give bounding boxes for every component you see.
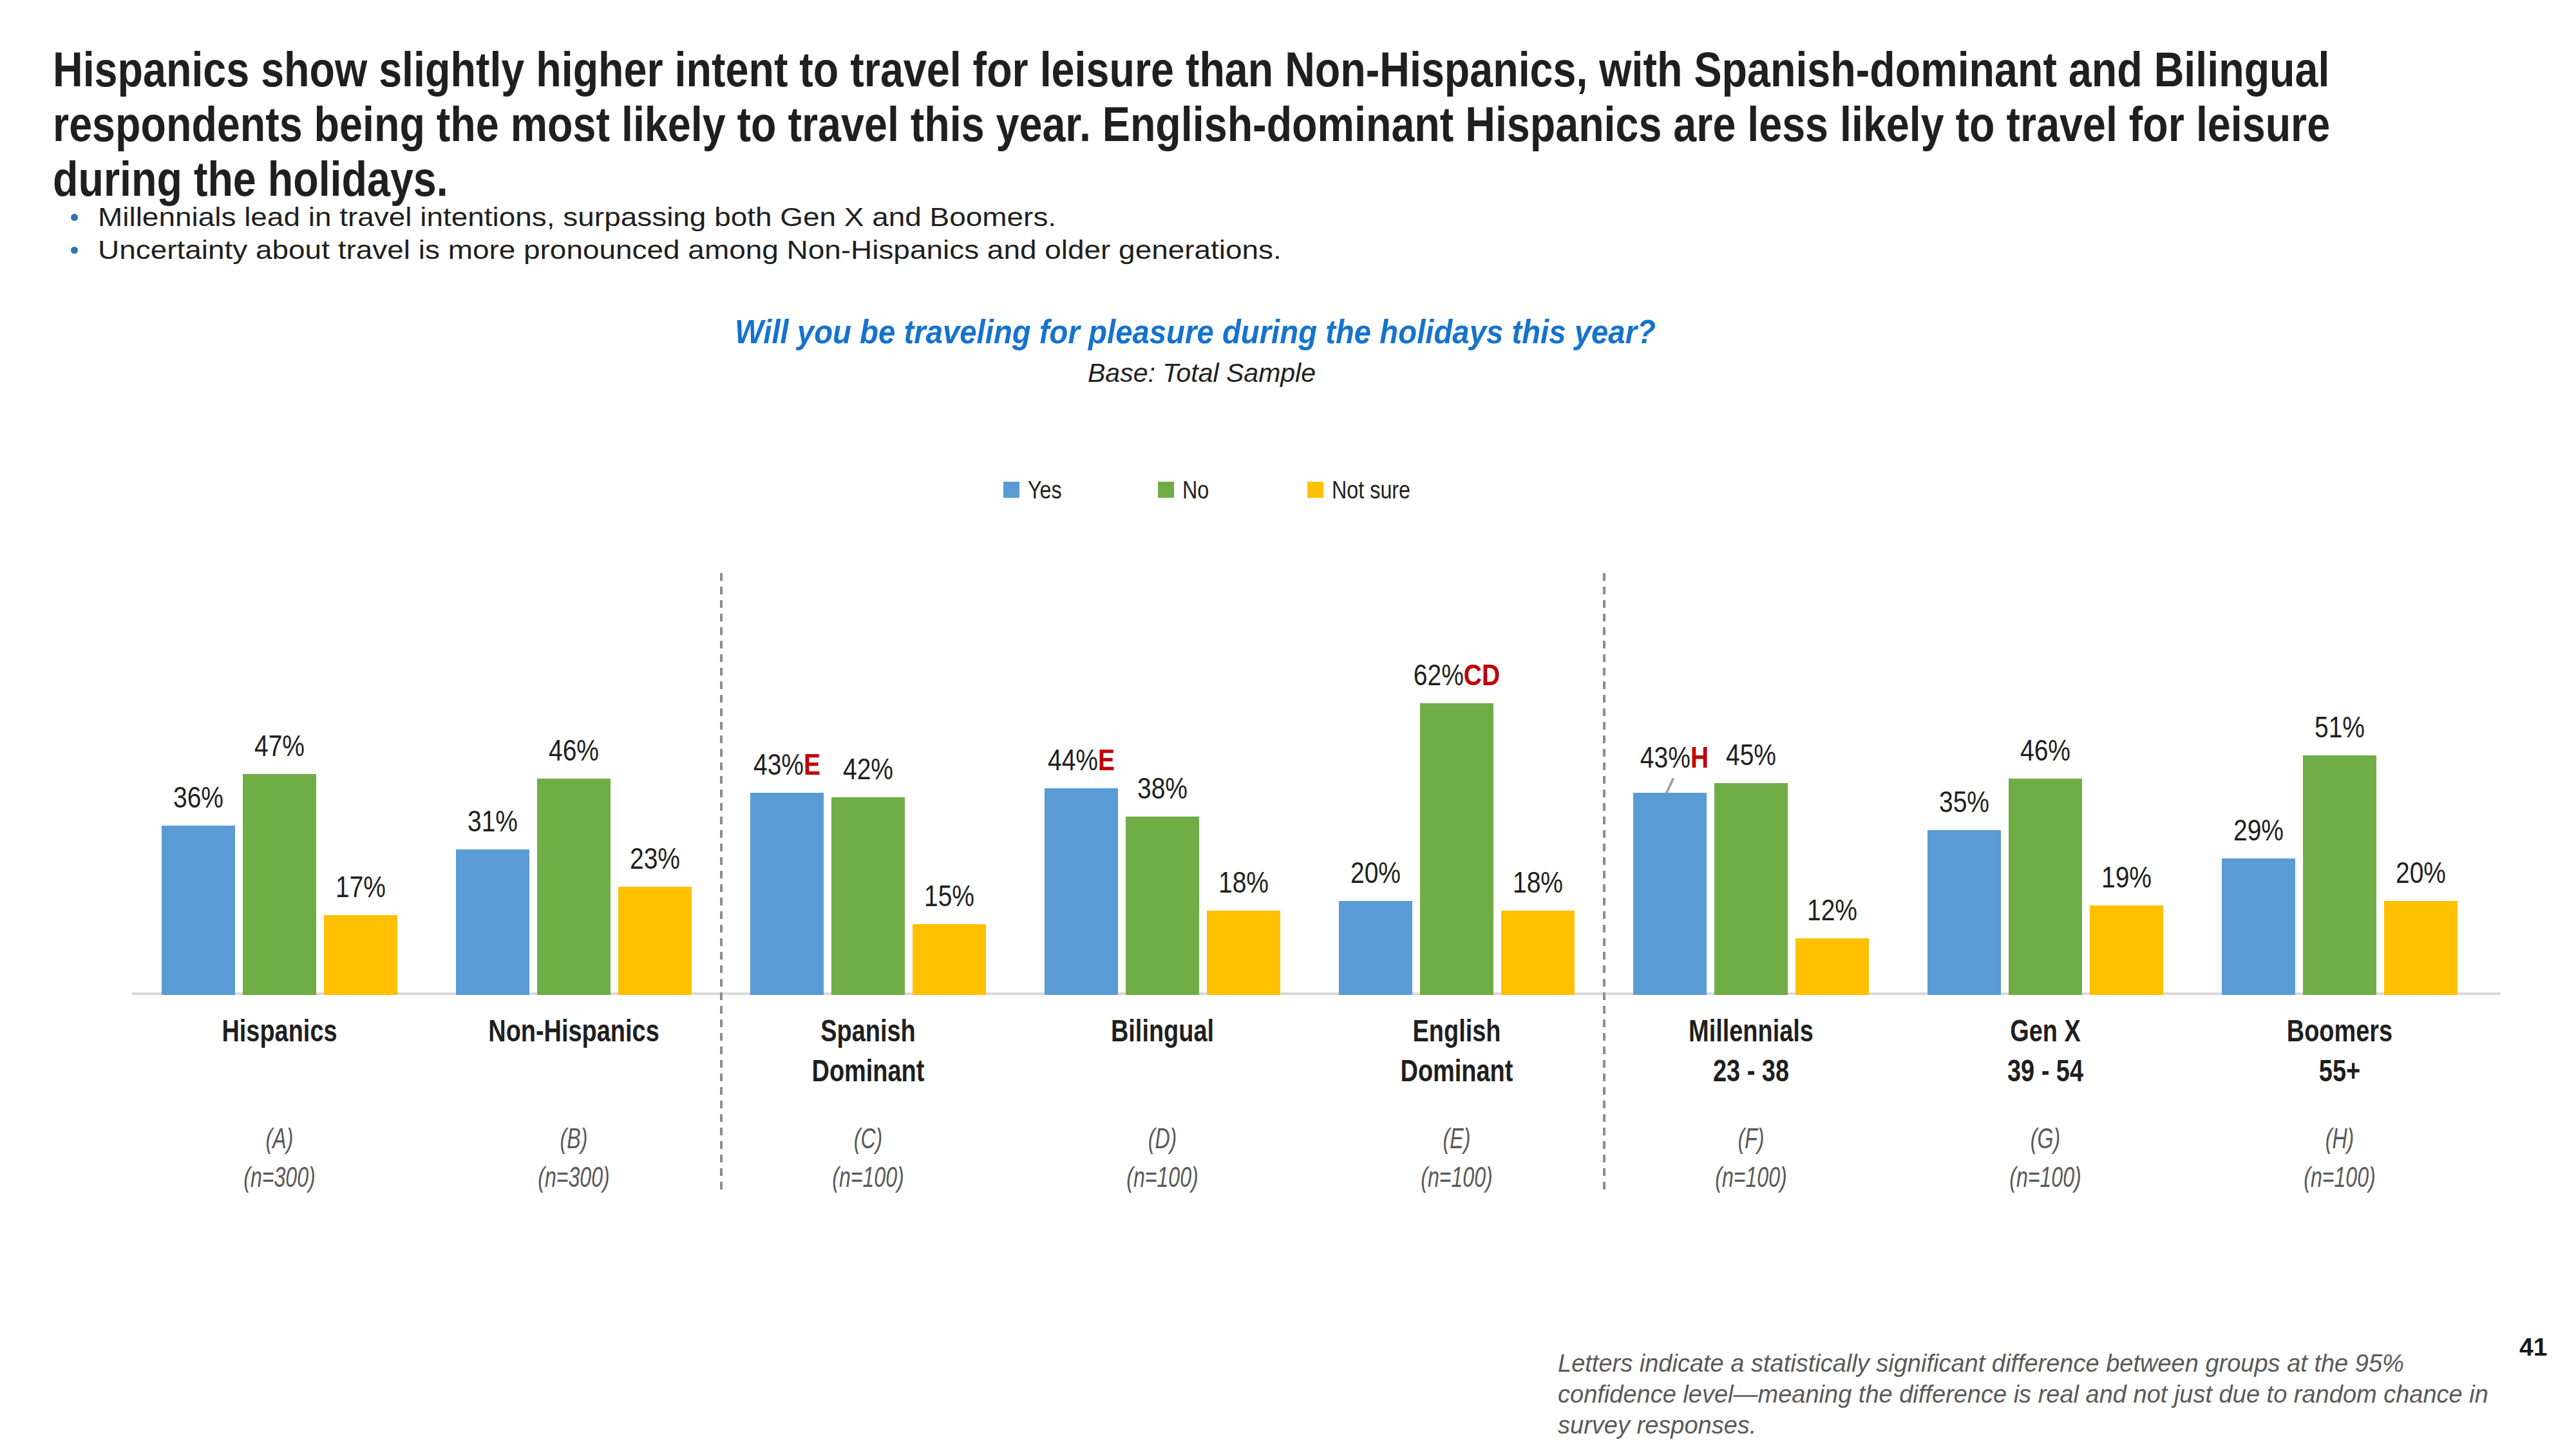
category-label: Bilingual xyxy=(1045,1014,1279,1048)
category-label: Non-Hispanics xyxy=(457,1014,690,1048)
bar-value-label: 46% xyxy=(1965,734,2126,767)
slide: Hispanics show slightly higher intent to… xyxy=(0,0,2576,1449)
bar-yes xyxy=(750,793,824,995)
group-letter: (A) xyxy=(171,1123,388,1154)
bar-value-label: 38% xyxy=(1083,772,1243,805)
bar-value-label: 62%CD xyxy=(1377,658,1537,692)
bar-no xyxy=(1126,817,1199,995)
bar-value-label: 47% xyxy=(200,729,360,762)
footnote: Letters indicate a statistically signifi… xyxy=(1558,1348,2488,1441)
bar-not-sure xyxy=(618,887,692,995)
group-sample-size: (n=100) xyxy=(1643,1162,1859,1193)
category-label: Spanish xyxy=(751,1014,985,1048)
bar-value-label: 42% xyxy=(788,752,949,786)
legend-swatch-icon xyxy=(1003,482,1019,498)
bar-value-label: 19% xyxy=(2047,860,2207,894)
legend-swatch-icon xyxy=(1307,482,1323,498)
bar-value-label: 51% xyxy=(2260,710,2420,744)
category-label: Dominant xyxy=(1340,1054,1573,1088)
label-leader-line xyxy=(1665,777,1674,793)
bullet-text: Uncertainty about travel is more pronoun… xyxy=(98,235,1282,265)
group-letter: (C) xyxy=(760,1123,976,1154)
category-label: Hispanics xyxy=(162,1014,396,1048)
category-label: 23 - 38 xyxy=(1634,1054,1868,1088)
bar-no xyxy=(537,779,611,995)
group-sample-size: (n=300) xyxy=(171,1162,388,1193)
legend-item-no: No xyxy=(1158,476,1214,504)
legend-swatch-icon xyxy=(1158,482,1174,498)
bar-not-sure xyxy=(2090,905,2163,995)
bar-not-sure xyxy=(913,924,986,995)
page-title: Hispanics show slightly higher intent to… xyxy=(53,42,2330,206)
group-separator-line xyxy=(720,573,723,1193)
bar-not-sure xyxy=(1207,911,1280,995)
group-sample-size: (n=100) xyxy=(760,1162,976,1193)
footnote-line-2: confidence level—meaning the difference … xyxy=(1558,1379,2488,1410)
bar-value-label: 17% xyxy=(281,870,441,904)
category-label: 55+ xyxy=(2222,1054,2456,1088)
bar-yes xyxy=(1927,830,2001,995)
category-label: English xyxy=(1340,1014,1573,1048)
title-line-2: respondents being the most likely to tra… xyxy=(53,97,2330,151)
bullet-dot-icon xyxy=(71,214,78,221)
significance-letter: CD xyxy=(1464,658,1500,692)
group-sample-size: (n=100) xyxy=(1937,1162,2154,1193)
bar-yes xyxy=(456,849,529,995)
footnote-line-1: Letters indicate a statistically signifi… xyxy=(1558,1348,2488,1379)
chart-title: Will you be traveling for pleasure durin… xyxy=(735,312,1656,351)
group-separator-line xyxy=(1603,573,1605,1193)
group-sample-size: (n=100) xyxy=(2231,1162,2448,1193)
bullet-text: Millennials lead in travel intentions, s… xyxy=(98,202,1056,232)
bar-no xyxy=(1714,783,1788,995)
category-label: Dominant xyxy=(751,1054,985,1088)
bullet-list: Millennials lead in travel intentions, s… xyxy=(71,201,1155,267)
bar-value-label: 20% xyxy=(2341,856,2501,889)
group-sample-size: (n=100) xyxy=(1054,1162,1271,1193)
title-line-1: Hispanics show slightly higher intent to… xyxy=(53,42,2330,97)
page-number: 41 xyxy=(2519,1333,2547,1361)
bullet-item: Millennials lead in travel intentions, s… xyxy=(71,201,1155,234)
legend-label: Yes xyxy=(1028,476,1062,504)
category-label: Boomers xyxy=(2222,1014,2456,1048)
bullet-item: Uncertainty about travel is more pronoun… xyxy=(71,234,1155,267)
bar-yes xyxy=(1339,901,1412,995)
bar-yes xyxy=(1633,793,1707,995)
bar-value-label: 12% xyxy=(1752,893,1913,927)
chart-subtitle: Base: Total Sample xyxy=(1088,358,1316,388)
legend-item-yes: Yes xyxy=(1003,476,1068,504)
category-label: Millennials xyxy=(1634,1014,1868,1048)
bar-value-label: 46% xyxy=(494,734,654,767)
legend-label: Not sure xyxy=(1332,476,1410,504)
group-letter: (E) xyxy=(1349,1123,1565,1154)
group-letter: (B) xyxy=(466,1123,682,1154)
bullet-dot-icon xyxy=(71,247,78,254)
group-letter: (H) xyxy=(2231,1123,2448,1154)
footnote-line-3: survey responses. xyxy=(1558,1410,2488,1441)
title-line-3: during the holidays. xyxy=(53,151,2330,206)
legend-item-not-sure: Not sure xyxy=(1307,476,1425,504)
bar-yes xyxy=(162,826,235,995)
group-letter: (D) xyxy=(1054,1123,1271,1154)
group-letter: (F) xyxy=(1643,1123,1859,1154)
category-label: 39 - 54 xyxy=(1928,1054,2162,1088)
group-sample-size: (n=100) xyxy=(1349,1162,1565,1193)
group-letter: (G) xyxy=(1937,1123,2154,1154)
bar-not-sure xyxy=(1795,938,1869,995)
bar-not-sure xyxy=(1501,911,1575,995)
bar-not-sure xyxy=(324,915,397,995)
bar-yes xyxy=(1045,788,1118,995)
legend-label: No xyxy=(1182,476,1209,504)
bar-yes xyxy=(2222,858,2295,995)
bar-value-label: 15% xyxy=(869,879,1030,913)
bar-value-label: 18% xyxy=(1458,866,1618,899)
bar-value-label: 45% xyxy=(1671,738,1832,772)
bar-not-sure xyxy=(2384,901,2458,995)
bar-value-label: 23% xyxy=(575,842,735,875)
bar-no xyxy=(1420,703,1493,995)
category-label: Gen X xyxy=(1928,1014,2162,1048)
group-sample-size: (n=300) xyxy=(466,1162,682,1193)
